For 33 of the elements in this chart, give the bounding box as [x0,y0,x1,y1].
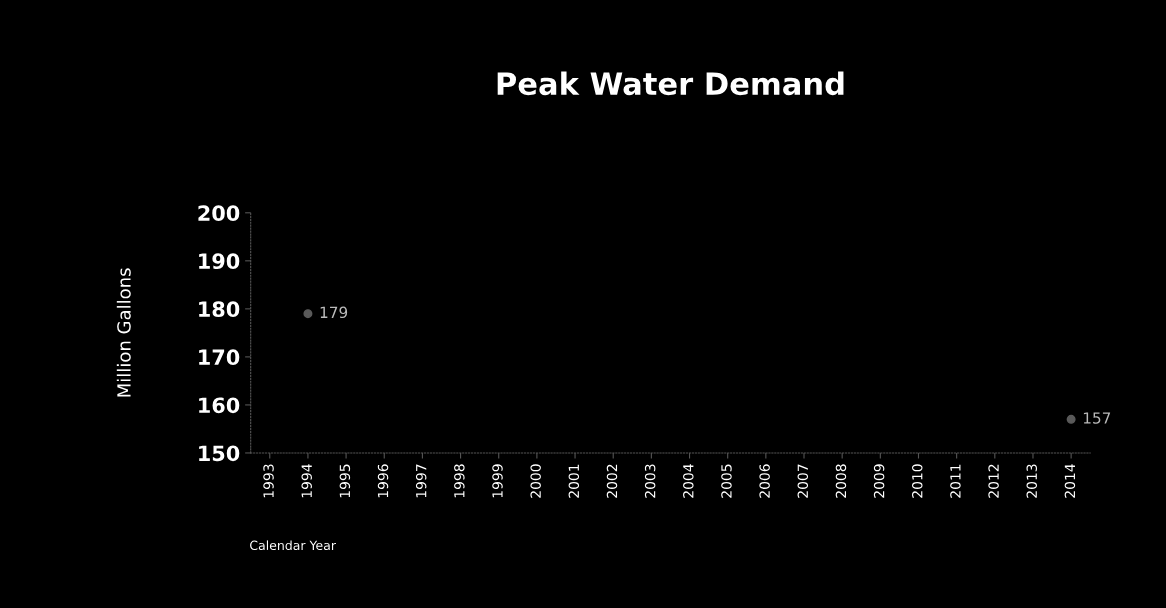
y-tick-label: 150 [199,445,240,462]
x-tick-label: 2005 [721,464,732,498]
x-tick-label: 2002 [606,464,618,498]
x-tick-label: 2011 [950,464,961,498]
x-tick-label: 1996 [377,464,389,498]
chart-title: Peak Water Demand [497,71,844,96]
x-tick-label: 1993 [263,464,274,498]
x-tick-label: 2007 [797,464,809,498]
y-axis-title: Million Gallons [116,268,131,397]
x-tick-label: 1997 [415,464,427,498]
x-tick-label: 2012 [988,464,999,498]
y-tick-label: 200 [198,205,240,222]
x-tick-label: 2009 [873,464,885,498]
y-tick-label: 160 [199,397,240,414]
x-tick-label: 2013 [1026,464,1037,498]
y-tick-label: 170 [199,349,240,366]
x-tick-label: 2014 [1064,464,1076,498]
x-tick-label: 2008 [835,464,847,498]
x-tick-label: 1994 [301,464,312,498]
x-axis-title: Calendar Year [250,540,336,551]
x-tick-label: 1999 [492,464,503,498]
data-label: 179 [320,306,348,319]
x-tick-label: 1995 [339,464,351,498]
x-tick-label: 2000 [530,464,541,498]
x-tick-label: 2004 [683,464,694,498]
x-tick-label: 1998 [454,464,465,498]
x-tick-label: 2010 [912,464,923,498]
x-tick-label: 2006 [759,464,770,498]
y-tick-label: 180 [199,301,240,318]
y-tick-label: 190 [199,253,240,270]
x-tick-label: 2001 [568,464,580,498]
x-tick-label: 2003 [644,464,656,498]
data-label: 157 [1083,412,1111,424]
